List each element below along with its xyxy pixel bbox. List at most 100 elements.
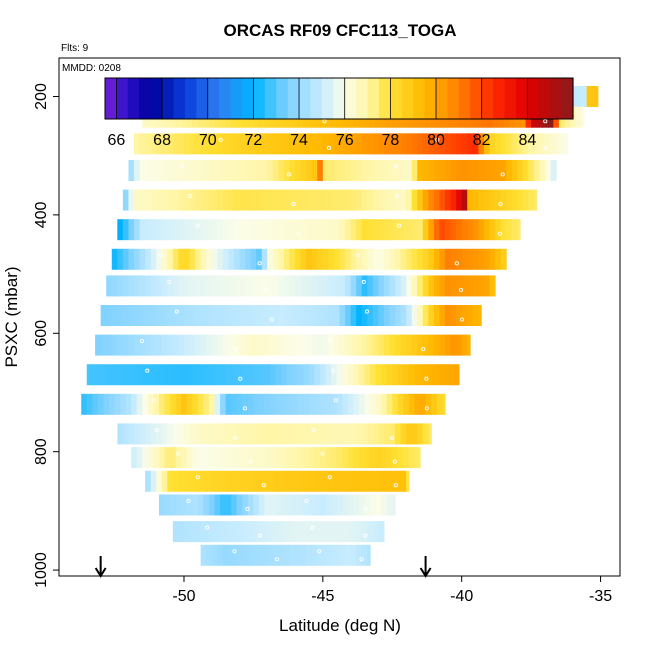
data-cell <box>133 219 141 241</box>
data-cell <box>311 219 318 241</box>
data-cell <box>406 248 413 270</box>
sample-point <box>454 261 459 266</box>
data-cell <box>195 275 202 297</box>
data-cell <box>239 305 246 327</box>
data-cell <box>261 219 268 241</box>
sample-point <box>238 376 243 381</box>
data-cell <box>206 159 213 181</box>
data-cell <box>222 248 230 270</box>
data-cell <box>445 275 452 297</box>
data-cell <box>472 305 479 327</box>
data-cell <box>592 85 599 107</box>
data-cell <box>122 423 130 445</box>
data-cell <box>345 423 352 445</box>
data-cell <box>506 133 513 155</box>
data-cell <box>406 219 413 241</box>
colorbar-cell <box>538 78 551 119</box>
data-cell <box>367 248 374 270</box>
data-cell <box>164 447 171 469</box>
data-cell <box>383 219 391 241</box>
data-cell <box>203 393 210 415</box>
data-cell <box>439 189 446 211</box>
data-cell <box>128 248 135 270</box>
data-cell <box>345 334 352 356</box>
data-cell <box>225 393 232 415</box>
data-cell <box>364 494 371 516</box>
data-cell <box>439 275 446 297</box>
data-cell <box>389 275 396 297</box>
data-cell <box>300 248 307 270</box>
data-cell <box>461 133 468 155</box>
data-cell <box>378 423 385 445</box>
colorbar-cell <box>196 78 209 119</box>
data-cell <box>161 133 168 155</box>
data-cell <box>322 133 329 155</box>
data-cell <box>211 423 218 445</box>
data-cell <box>233 275 241 297</box>
data-cell <box>211 159 218 181</box>
data-cell <box>342 494 349 516</box>
data-cell <box>283 544 291 566</box>
data-cell <box>478 305 482 327</box>
data-cell <box>411 275 418 297</box>
data-cell <box>283 470 291 492</box>
data-cell <box>145 275 152 297</box>
data-cell <box>389 423 396 445</box>
y-tick-label: 400 <box>33 201 50 228</box>
data-cell <box>306 470 313 492</box>
data-cell <box>256 470 263 492</box>
data-cell <box>295 133 302 155</box>
data-cell <box>311 305 318 327</box>
data-cell <box>450 159 457 181</box>
data-cell <box>250 544 257 566</box>
data-cell <box>283 305 291 327</box>
data-cell <box>400 248 407 270</box>
data-cell <box>178 189 185 211</box>
data-cell <box>333 219 341 241</box>
data-strip <box>111 248 507 270</box>
data-cell <box>278 423 285 445</box>
data-cell <box>206 334 213 356</box>
data-cell <box>400 219 407 241</box>
data-cell <box>361 305 368 327</box>
data-cell <box>308 447 316 469</box>
data-cell <box>258 393 266 415</box>
data-cell <box>167 423 174 445</box>
data-cell <box>333 423 341 445</box>
sample-point <box>179 164 184 169</box>
colorbar-cell <box>550 78 563 119</box>
data-cell <box>167 275 174 297</box>
sample-point <box>331 368 336 373</box>
data-cell <box>114 393 121 415</box>
data-cell <box>417 275 424 297</box>
data-cell <box>195 219 202 241</box>
data-cell <box>228 470 235 492</box>
data-cell <box>203 494 210 516</box>
data-cell <box>214 393 221 415</box>
data-cell <box>511 159 518 181</box>
data-cell <box>389 248 396 270</box>
data-cell <box>278 275 285 297</box>
data-cell <box>411 334 418 356</box>
data-cell <box>150 275 157 297</box>
data-cell <box>267 189 274 211</box>
data-cell <box>222 275 230 297</box>
data-cell <box>325 364 332 386</box>
data-cell <box>370 494 377 516</box>
data-cell <box>417 423 424 445</box>
data-cell <box>278 219 285 241</box>
data-cell <box>345 521 352 543</box>
data-cell <box>250 334 257 356</box>
data-cell <box>381 364 388 386</box>
data-cell <box>350 275 357 297</box>
data-cell <box>411 133 418 155</box>
data-cell <box>314 393 321 415</box>
data-cell <box>150 305 157 327</box>
data-cell <box>217 334 224 356</box>
data-cell <box>367 521 374 543</box>
data-cell <box>200 219 207 241</box>
colorbar-cell <box>253 78 266 119</box>
data-cell <box>461 305 468 327</box>
x-axis: -50 -45 -40 -35 <box>172 576 612 605</box>
data-cell <box>167 305 174 327</box>
